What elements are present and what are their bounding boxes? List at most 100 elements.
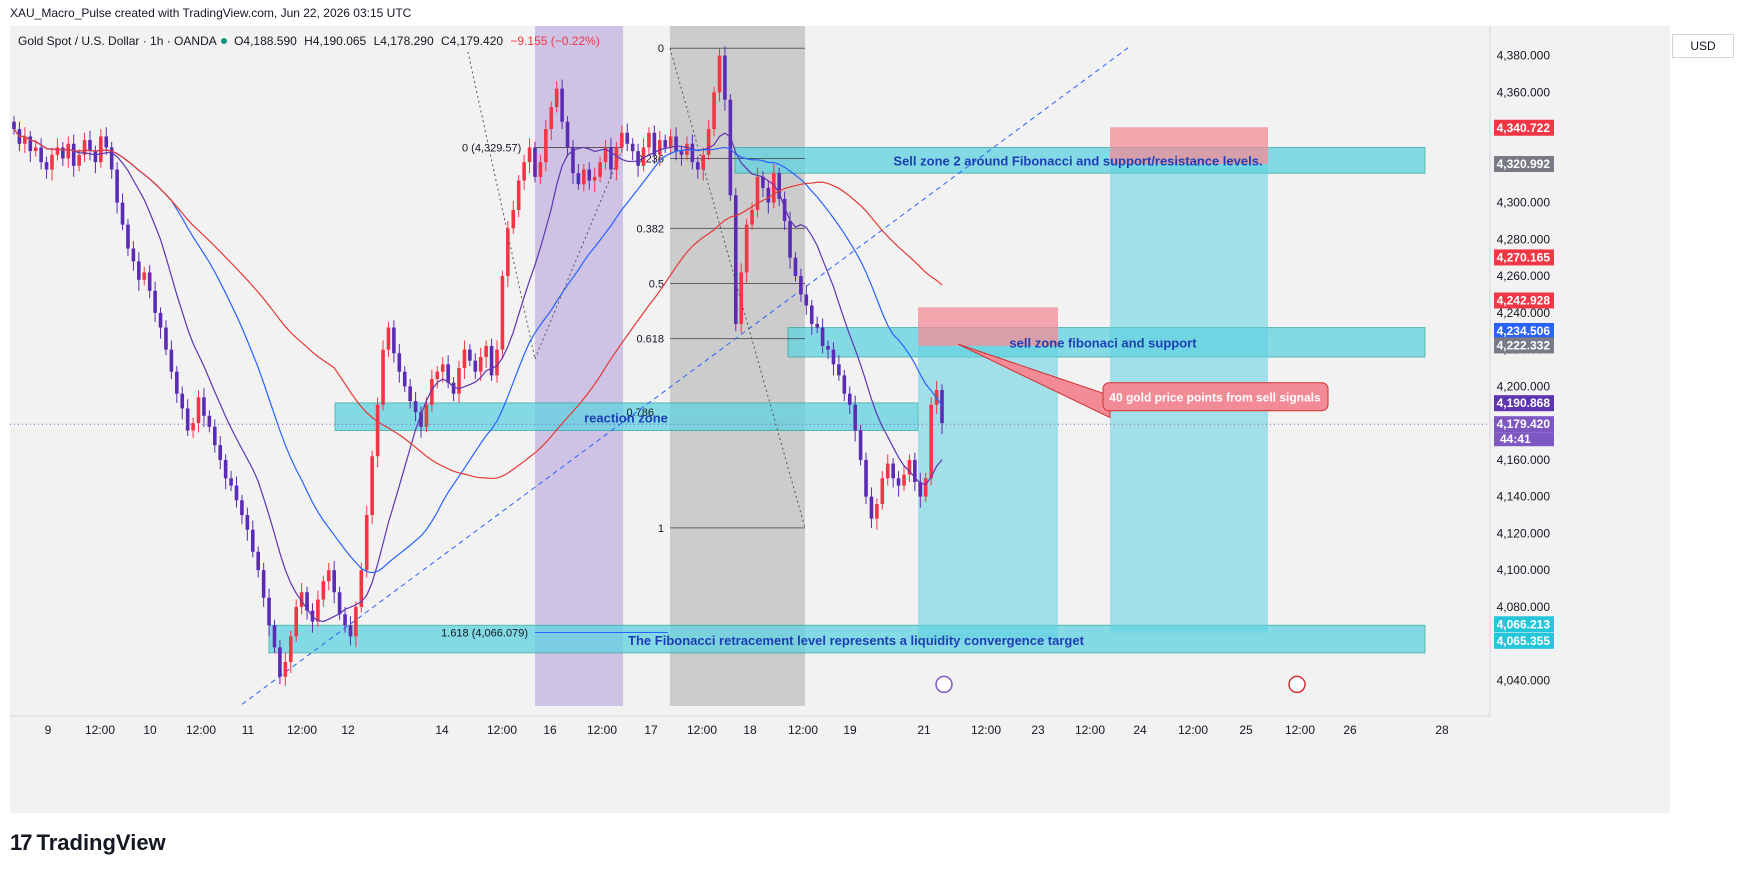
time-axis-tick: 12:00 (287, 723, 317, 737)
candle-body (23, 136, 27, 144)
candle-body (158, 312, 163, 328)
candle-body (896, 478, 901, 486)
currency-selector[interactable]: USD (1672, 34, 1734, 58)
candle-body (440, 364, 445, 372)
candle-body (99, 136, 103, 163)
candle-body (598, 162, 602, 177)
candle-body (739, 272, 744, 324)
high-value: 4,190.065 (312, 34, 367, 48)
candle-body (885, 463, 890, 479)
candle-body (712, 92, 716, 130)
price-badge-label: 4,065.355 (1497, 634, 1551, 648)
candle-body (386, 327, 391, 350)
candle-body (354, 606, 358, 637)
symbol-name[interactable]: Gold Spot / U.S. Dollar · 1h · OANDA (18, 34, 217, 48)
candle-body (929, 404, 933, 479)
price-axis-tick: 4,260.000 (1497, 269, 1551, 283)
dotted-fib-diagonal (669, 48, 806, 529)
candle-body (695, 162, 700, 170)
candle-body (332, 570, 336, 593)
fib-target-label: The Fibonacci retracement level represen… (628, 633, 1085, 648)
candle-body (413, 401, 418, 413)
sell-zone-label: sell zone fibonaci and support (1009, 335, 1197, 350)
candle-body (489, 345, 494, 376)
candle-body (147, 272, 152, 291)
time-axis-tick: 9 (45, 723, 52, 737)
price-badge (1494, 249, 1554, 266)
open-label: O (234, 34, 244, 48)
price-axis-tick: 4,140.000 (1497, 490, 1551, 504)
price-badge-label: 4,190.868 (1497, 396, 1551, 410)
market-open-dot-icon (220, 38, 227, 44)
candle-body (880, 478, 885, 504)
time-axis-tick: 12:00 (587, 723, 617, 737)
chart-header-title: XAU_Macro_Pulse created with TradingView… (10, 6, 412, 20)
position-risk-area (918, 307, 1058, 346)
candle-body (706, 129, 711, 155)
callout-label: 40 gold price points from sell signals (1109, 391, 1321, 405)
candle-body (750, 209, 754, 225)
candle-body (104, 136, 109, 148)
candle-body (875, 504, 879, 519)
low-label: L (373, 34, 381, 48)
candle-body (435, 371, 440, 380)
price-badge-label: 4,066.213 (1497, 617, 1551, 631)
candle-body (191, 423, 195, 431)
candle-body (126, 224, 130, 249)
candle-body (495, 349, 499, 376)
candle-body (153, 290, 157, 313)
time-axis-tick: 12:00 (1285, 723, 1315, 737)
candle-body (278, 647, 282, 677)
candle-body (381, 349, 385, 405)
candle-body (690, 143, 695, 163)
candle-body (484, 345, 488, 357)
price-axis-tick: 4,100.000 (1497, 563, 1551, 577)
time-axis-tick: 11 (242, 723, 255, 737)
candle-body (815, 323, 819, 328)
candle-body (891, 463, 895, 479)
candle-body (820, 327, 825, 346)
dotted-swing-line-2 (534, 147, 624, 360)
candle-body (788, 220, 792, 258)
fib-level-label: 0.5 (649, 278, 664, 290)
candle-body (842, 375, 847, 394)
candle-body (831, 349, 836, 365)
fib-level-label-partial: 0.786 (626, 407, 654, 419)
candle-body (847, 393, 852, 405)
candle-body (625, 132, 630, 144)
callout-box (1102, 382, 1329, 412)
lightning-event-icon (935, 675, 953, 694)
candle-body (777, 173, 781, 199)
position-reward-area (918, 345, 1058, 640)
candle-body (630, 143, 635, 152)
candle-body (419, 412, 423, 427)
candle-body (39, 147, 43, 163)
price-axis-tick: 4,160.000 (1497, 453, 1551, 467)
symbol-info-line: Gold Spot / U.S. Dollar · 1h · OANDA O 4,… (18, 34, 600, 48)
time-range-highlight-grey (670, 26, 805, 706)
candle-body (457, 368, 461, 394)
price-badge (1494, 119, 1554, 136)
candle-body (294, 606, 298, 637)
price-axis-tick: 4,080.000 (1497, 600, 1551, 614)
candle-body (77, 154, 81, 166)
candle-body (923, 478, 928, 497)
candle-body (549, 107, 554, 130)
price-badge (1494, 337, 1554, 354)
time-axis-tick: 25 (1239, 723, 1253, 737)
candle-body (755, 176, 760, 210)
candle-body (283, 662, 288, 677)
candle-body (245, 515, 250, 530)
candle-body (93, 151, 98, 163)
candle-body (723, 55, 727, 100)
candle-body (272, 625, 277, 648)
candle-body (223, 459, 228, 479)
candle-body (137, 261, 141, 280)
sell-zone (787, 327, 1426, 358)
candle-body (826, 345, 830, 350)
time-axis-tick: 12:00 (85, 723, 115, 737)
chart-area[interactable]: 0 0.236 0.382 0.5 0.618 1 0.786 0 (4,329.57) 1.6… (10, 26, 1670, 813)
candle-body (918, 481, 923, 497)
fib-extension-label: 1.618 (4,066.079) (441, 628, 528, 640)
